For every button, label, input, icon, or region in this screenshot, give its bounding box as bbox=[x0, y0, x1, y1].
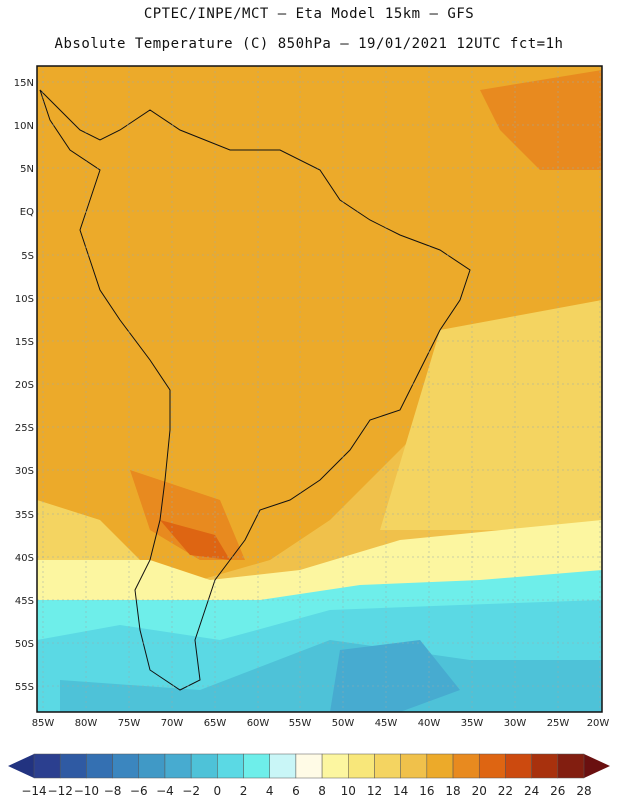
colorbar-label: 22 bbox=[498, 784, 513, 798]
colorbar-label: 0 bbox=[214, 784, 222, 798]
colorbar-label: 8 bbox=[318, 784, 326, 798]
colorbar-label: 4 bbox=[266, 784, 274, 798]
colorbar-swatch bbox=[321, 753, 349, 779]
map-frame bbox=[36, 65, 603, 713]
temperature-field bbox=[37, 66, 602, 712]
colorbar-swatch bbox=[217, 753, 244, 779]
colorbar-label: 20 bbox=[472, 784, 487, 798]
lat-label-15s: 15S bbox=[15, 337, 34, 348]
colorbar-label: −4 bbox=[156, 784, 174, 798]
lat-label-50s: 50S bbox=[15, 639, 34, 650]
lat-label-30s: 30S bbox=[15, 466, 34, 477]
lon-label-65w: 65W bbox=[204, 718, 227, 729]
colorbar-label: 2 bbox=[240, 784, 248, 798]
lon-label-35w: 35W bbox=[461, 718, 484, 729]
colorbar-label: 16 bbox=[419, 784, 434, 798]
colorbar-swatch bbox=[400, 753, 428, 779]
lat-label-35s: 35S bbox=[15, 510, 34, 521]
lon-labels: 85W 80W 75W 70W 65W 60W 55W 50W 45W 40W … bbox=[32, 718, 610, 729]
colorbar-swatch bbox=[452, 753, 480, 779]
colorbar-swatch bbox=[478, 753, 506, 779]
colorbar-label: −2 bbox=[182, 784, 200, 798]
colorbar-label: −6 bbox=[130, 784, 148, 798]
colorbar-label: 26 bbox=[550, 784, 565, 798]
colorbar-swatch bbox=[374, 753, 401, 779]
lat-labels: 15N 10N 5N EQ 5S 10S 15S 20S 25S 30S 35S… bbox=[14, 78, 34, 693]
lon-label-45w: 45W bbox=[375, 718, 398, 729]
title-line-1: CPTEC/INPE/MCT – Eta Model 15km – GFS bbox=[143, 6, 475, 22]
colorbar-swatch bbox=[557, 753, 585, 779]
lat-label-5n: 5N bbox=[20, 164, 34, 175]
colorbar-label: −14 bbox=[21, 784, 46, 798]
graticule bbox=[37, 66, 602, 712]
lon-label-25w: 25W bbox=[547, 718, 570, 729]
lat-label-45s: 45S bbox=[15, 596, 34, 607]
colorbar-label: 18 bbox=[445, 784, 460, 798]
lat-label-eq: EQ bbox=[20, 207, 34, 218]
colorbar-swatch bbox=[505, 753, 532, 779]
colorbar-swatch bbox=[112, 753, 140, 779]
colorbar-label: 10 bbox=[341, 784, 356, 798]
lon-label-40w: 40W bbox=[418, 718, 441, 729]
colorbar-label: −12 bbox=[48, 784, 73, 798]
lon-label-50w: 50W bbox=[332, 718, 355, 729]
colorbar-swatch bbox=[138, 753, 166, 779]
colorbar-swatch bbox=[531, 753, 559, 779]
lat-label-15n: 15N bbox=[14, 78, 34, 89]
colorbar-swatch bbox=[243, 753, 270, 779]
colorbar-swatch bbox=[86, 753, 113, 779]
coastline bbox=[39, 89, 471, 691]
lat-label-25s: 25S bbox=[15, 423, 34, 434]
colorbar-label: 14 bbox=[393, 784, 408, 798]
colorbar-swatch bbox=[59, 753, 87, 779]
lon-label-85w: 85W bbox=[32, 718, 55, 729]
lat-label-20s: 20S bbox=[15, 380, 34, 391]
lat-label-10n: 10N bbox=[14, 121, 34, 132]
colorbar-label: 24 bbox=[524, 784, 539, 798]
colorbar-label: 28 bbox=[576, 784, 591, 798]
lat-label-5s: 5S bbox=[21, 251, 34, 262]
lon-label-20w: 20W bbox=[587, 718, 610, 729]
colorbar-swatch bbox=[295, 753, 323, 779]
colorbar-swatch bbox=[348, 753, 375, 779]
colorbar-swatch bbox=[33, 753, 61, 779]
colorbar-swatch bbox=[426, 753, 454, 779]
colorbar-label: 12 bbox=[367, 784, 382, 798]
colorbar-left-arrow bbox=[8, 754, 34, 778]
colorbar-swatch bbox=[190, 753, 218, 779]
colorbar-swatch bbox=[269, 753, 297, 779]
lon-label-75w: 75W bbox=[118, 718, 141, 729]
lon-label-30w: 30W bbox=[504, 718, 527, 729]
colorbar-right-arrow bbox=[584, 754, 610, 778]
colorbar-label: −10 bbox=[74, 784, 99, 798]
lon-label-80w: 80W bbox=[75, 718, 98, 729]
colorbar-label: 6 bbox=[292, 784, 300, 798]
lon-label-60w: 60W bbox=[247, 718, 270, 729]
lat-label-10s: 10S bbox=[15, 294, 34, 305]
lat-label-55s: 55S bbox=[15, 682, 34, 693]
title-line-2: Absolute Temperature (C) 850hPa – 19/01/… bbox=[54, 36, 564, 52]
lon-label-70w: 70W bbox=[161, 718, 184, 729]
colorbar-label: −8 bbox=[104, 784, 122, 798]
colorbar: −14 −12 −10 −8 −6 −4 −2 0 2 4 6 8 10 12 14 16 18 20 22 24 26… bbox=[8, 753, 610, 798]
lat-label-40s: 40S bbox=[15, 553, 34, 564]
colorbar-swatch bbox=[164, 753, 192, 779]
lon-label-55w: 55W bbox=[289, 718, 312, 729]
